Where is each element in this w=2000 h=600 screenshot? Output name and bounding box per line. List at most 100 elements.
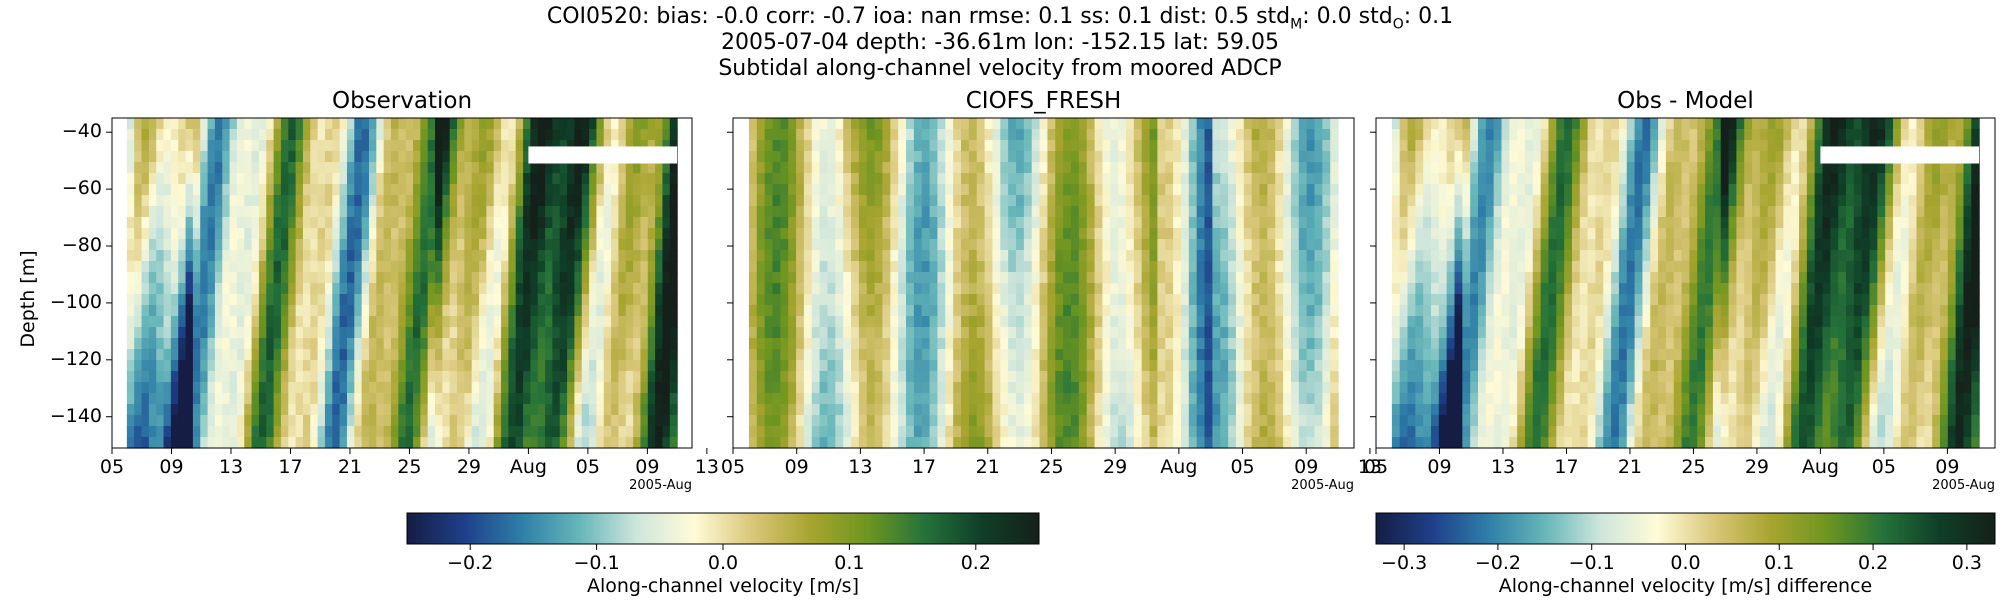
- heatmap-cell: [1322, 437, 1331, 449]
- heatmap-cell: [156, 272, 165, 284]
- heatmap-cell: [493, 129, 502, 141]
- heatmap-cell: [383, 382, 392, 394]
- heatmap-cell: [1102, 305, 1111, 317]
- heatmap-cell: [339, 162, 348, 174]
- heatmap-cell: [376, 404, 385, 416]
- heatmap-cell: [937, 118, 946, 130]
- heatmap-cell: [1118, 162, 1127, 174]
- heatmap-cell: [1243, 228, 1253, 240]
- heatmap-cell: [655, 404, 664, 416]
- heatmap-cell: [214, 129, 223, 141]
- heatmap-cell: [236, 162, 245, 174]
- heatmap-cell: [866, 404, 876, 416]
- heatmap-cell: [413, 426, 421, 438]
- heatmap-cell: [1423, 382, 1432, 394]
- heatmap-cell: [843, 382, 852, 394]
- heatmap-cell: [1330, 283, 1339, 295]
- heatmap-cell: [156, 151, 165, 163]
- heatmap-cell: [266, 140, 275, 152]
- heatmap-cell: [471, 327, 480, 339]
- heatmap-cell: [874, 393, 884, 405]
- heatmap-cell: [835, 140, 844, 152]
- heatmap-cell: [1438, 437, 1448, 449]
- heatmap-cell: [1478, 239, 1487, 251]
- heatmap-cell: [214, 228, 223, 240]
- heatmap-cell: [1165, 217, 1174, 229]
- heatmap-cell: [1039, 129, 1049, 141]
- heatmap-cell: [567, 250, 576, 262]
- heatmap-cell: [890, 404, 899, 416]
- heatmap-cell: [1094, 228, 1104, 240]
- heatmap-cell: [589, 228, 598, 240]
- heatmap-cell: [633, 393, 642, 405]
- heatmap-cell: [1275, 294, 1284, 306]
- heatmap-cell: [611, 118, 620, 130]
- heatmap-cell: [1000, 206, 1009, 218]
- heatmap-cell: [1407, 250, 1416, 262]
- heatmap-cell: [1173, 327, 1182, 339]
- heatmap-cell: [1047, 437, 1056, 449]
- heatmap-cell: [288, 283, 297, 295]
- heatmap-cell: [346, 415, 355, 427]
- heatmap-cell: [295, 261, 304, 273]
- heatmap-cell: [464, 382, 473, 394]
- heatmap-cell: [655, 338, 664, 350]
- heatmap-cell: [1290, 195, 1300, 207]
- heatmap-cell: [251, 360, 260, 372]
- heatmap-cell: [1220, 261, 1229, 273]
- heatmap-cell: [1008, 305, 1017, 317]
- heatmap-cell: [662, 371, 671, 383]
- heatmap-cell: [803, 294, 813, 306]
- heatmap-cell: [156, 305, 165, 317]
- heatmap-cell: [185, 316, 194, 328]
- heatmap-cell: [1110, 173, 1119, 185]
- heatmap-cell: [244, 316, 253, 328]
- heatmap-cell: [1118, 437, 1127, 449]
- heatmap-cell: [163, 360, 172, 372]
- heatmap-cell: [1125, 437, 1135, 449]
- heatmap-cell: [1000, 294, 1009, 306]
- heatmap-cell: [1243, 184, 1253, 196]
- heatmap-cell: [1149, 228, 1159, 240]
- heatmap-cell: [1125, 338, 1135, 350]
- heatmap-cell: [780, 393, 789, 405]
- heatmap-cell: [302, 272, 311, 284]
- heatmap-cell: [874, 162, 884, 174]
- heatmap-cell: [1196, 195, 1206, 207]
- heatmap-cell: [1228, 162, 1237, 174]
- heatmap-cell: [1110, 415, 1119, 427]
- heatmap-cell: [1462, 349, 1471, 361]
- heatmap-cell: [200, 272, 209, 284]
- heatmap-cell: [1391, 173, 1401, 185]
- heatmap-cell: [1454, 294, 1463, 306]
- heatmap-cell: [486, 228, 495, 240]
- heatmap-cell: [581, 118, 590, 130]
- heatmap-cell: [1055, 404, 1064, 416]
- heatmap-cell: [170, 151, 179, 163]
- heatmap-cell: [1243, 415, 1253, 427]
- heatmap-cell: [640, 415, 649, 427]
- heatmap-cell: [866, 162, 876, 174]
- heatmap-cell: [843, 327, 852, 339]
- heatmap-cell: [1462, 393, 1471, 405]
- heatmap-cell: [288, 305, 297, 317]
- heatmap-cell: [929, 195, 939, 207]
- heatmap-cell: [559, 261, 568, 273]
- heatmap-cell: [976, 173, 986, 185]
- heatmap-cell: [984, 239, 994, 251]
- heatmap-cell: [976, 349, 986, 361]
- heatmap-cell: [1039, 404, 1049, 416]
- heatmap-cell: [1094, 360, 1104, 372]
- heatmap-cell: [866, 272, 876, 284]
- heatmap-cell: [266, 316, 275, 328]
- heatmap-cell: [530, 206, 539, 218]
- heatmap-cell: [1228, 338, 1237, 350]
- heatmap-cell: [1493, 272, 1503, 284]
- heatmap-cell: [1133, 283, 1143, 295]
- heatmap-cell: [126, 393, 135, 405]
- heatmap-cell: [772, 426, 781, 438]
- heatmap-cell: [427, 283, 436, 295]
- heatmap-cell: [383, 371, 392, 383]
- heatmap-cell: [780, 129, 789, 141]
- heatmap-cell: [764, 415, 774, 427]
